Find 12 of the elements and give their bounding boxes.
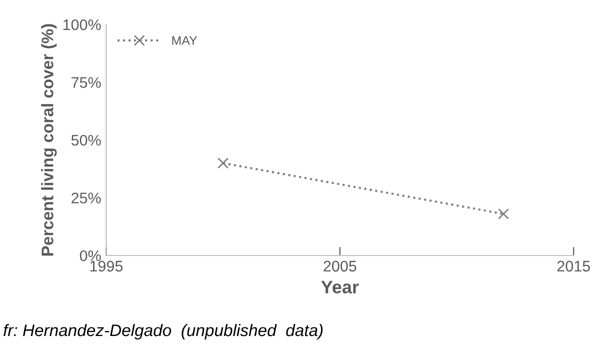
text: fr: Hernandez-Delgado (unpublished data): [4, 324, 323, 340]
legend-label: MAY: [172, 36, 198, 45]
x-tick-label: 2015: [557, 260, 590, 272]
y-axis-title: Percent living coral cover (%): [41, 24, 57, 256]
x-tick-label: 2005: [324, 260, 356, 272]
y-tick-label: 75%: [72, 77, 101, 88]
y-tick-label: 25%: [72, 192, 101, 204]
y-tick-label: 50%: [71, 134, 101, 146]
x-tick-label: 1995: [90, 260, 123, 272]
x-axis-title: Year: [321, 280, 359, 294]
y-tick-label: 100%: [63, 19, 101, 30]
y-tick-label: 0%: [80, 250, 101, 262]
